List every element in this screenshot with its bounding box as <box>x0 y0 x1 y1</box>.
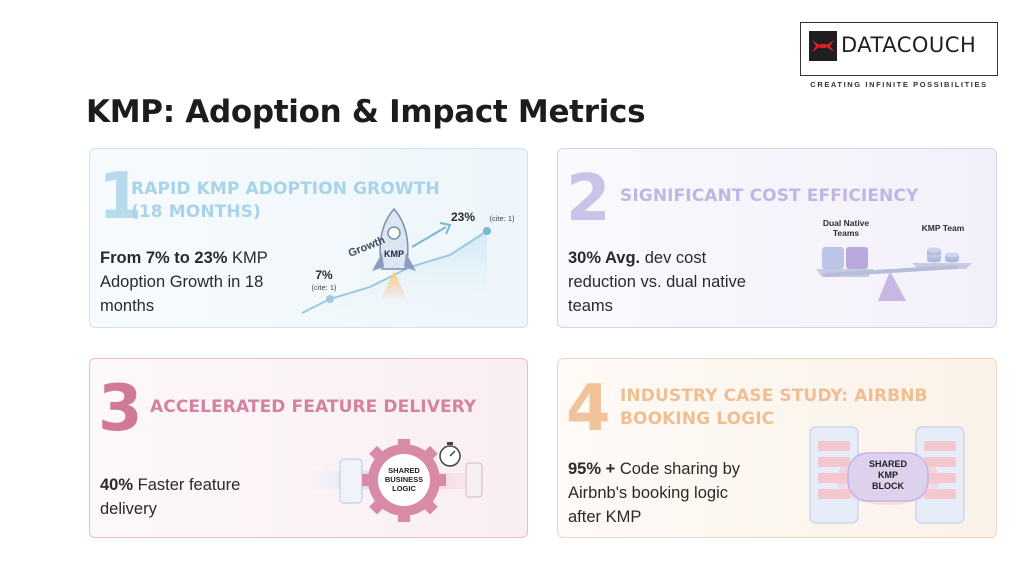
card-number: 4 <box>566 372 611 446</box>
body-text: KMP <box>227 249 268 267</box>
card-heading: ACCELERATED FEATURE DELIVERY <box>150 396 476 419</box>
start-value: 7% <box>315 268 333 282</box>
card-body: 40% Faster feature delivery <box>100 473 290 521</box>
card-heading-line: INDUSTRY CASE STUDY: AIRBNB <box>620 386 928 406</box>
card-heading-line: BOOKING LOGIC <box>620 409 775 429</box>
end-value: 23% <box>451 210 475 224</box>
gear-label: SHARED <box>388 466 420 475</box>
body-text: Faster feature <box>133 476 241 494</box>
block-label: KMP <box>878 470 898 480</box>
metric-card-adoption-growth: 1 RAPID KMP ADOPTION GROWTH (18 MONTHS) … <box>89 148 528 328</box>
card-body: From 7% to 23% KMP Adoption Growth in 18… <box>100 246 290 318</box>
card-body-line: Airbnb's booking logic <box>568 484 728 502</box>
body-text: dev cost <box>640 249 707 267</box>
card-heading-line: ACCELERATED FEATURE DELIVERY <box>150 397 477 417</box>
card-heading-line: (18 MONTHS) <box>131 202 261 222</box>
metric-card-airbnb-case-study: 4 INDUSTRY CASE STUDY: AIRBNB BOOKING LO… <box>557 358 997 538</box>
logo-mark-icon <box>809 31 837 61</box>
end-cite: (cite: 1) <box>489 214 515 223</box>
card-body-line: reduction vs. dual native <box>568 273 746 291</box>
growth-chart-illustration: KMP Growth 7% (cite: 1) 23% (cite: 1) <box>301 207 515 324</box>
highlight-value: From 7% to 23% <box>100 249 228 267</box>
card-number: 1 <box>98 160 143 234</box>
body-text: Code sharing by <box>615 460 740 478</box>
card-body-line: delivery <box>100 500 157 518</box>
card-heading-line: SIGNIFICANT COST EFFICIENCY <box>620 186 919 206</box>
card-number: 2 <box>566 162 611 236</box>
highlight-value: 40% <box>100 476 134 494</box>
card-body: 30% Avg. dev cost reduction vs. dual nat… <box>568 246 778 318</box>
card-body-line: teams <box>568 297 613 315</box>
start-cite: (cite: 1) <box>311 283 337 292</box>
card-heading: INDUSTRY CASE STUDY: AIRBNB BOOKING LOGI… <box>620 385 928 431</box>
left-label: Dual Native <box>823 218 870 228</box>
block-label: BLOCK <box>872 481 904 491</box>
card-body-line: 40% Faster feature <box>100 473 290 497</box>
logo-tagline: CREATING INFINITE POSSIBILITIES <box>810 80 988 89</box>
card-heading: SIGNIFICANT COST EFFICIENCY <box>620 185 918 208</box>
card-body-line: From 7% to 23% KMP <box>100 246 290 270</box>
card-heading-line: RAPID KMP ADOPTION GROWTH <box>131 179 440 199</box>
page-title: KMP: Adoption & Impact Metrics <box>86 94 646 130</box>
datacouch-logo: DATACOUCH <box>800 22 998 76</box>
logo-wordmark: DATACOUCH <box>841 33 977 57</box>
highlight-value: 30% Avg. <box>568 249 641 267</box>
shared-kmp-block-illustration: SHARED KMP BLOCK <box>809 426 965 524</box>
block-label: SHARED <box>869 459 908 469</box>
metric-card-feature-delivery: 3 ACCELERATED FEATURE DELIVERY 40% Faste… <box>89 358 528 538</box>
left-label: Teams <box>833 228 860 238</box>
card-body: 95% + Code sharing by Airbnb's booking l… <box>568 457 778 529</box>
card-heading: RAPID KMP ADOPTION GROWTH (18 MONTHS) <box>131 178 440 224</box>
rocket-label: KMP <box>384 249 404 259</box>
gear-label: BUSINESS <box>385 475 423 484</box>
gear-label: LOGIC <box>392 484 416 493</box>
card-body-line: after KMP <box>568 508 642 526</box>
card-body-line: Adoption Growth in 18 <box>100 273 264 291</box>
highlight-value: 95% + <box>568 460 616 478</box>
card-body-line: 95% + Code sharing by <box>568 457 778 481</box>
card-number: 3 <box>98 372 143 446</box>
right-label: KMP Team <box>922 223 965 233</box>
card-body-line: 30% Avg. dev cost <box>568 246 778 270</box>
shared-logic-gear-illustration: SHARED BUSINESS LOGIC <box>300 439 483 522</box>
balance-scale-illustration: Dual Native Teams KMP Team <box>816 218 972 301</box>
metric-card-cost-efficiency: 2 SIGNIFICANT COST EFFICIENCY 30% Avg. d… <box>557 148 997 328</box>
card-body-line: months <box>100 297 155 315</box>
